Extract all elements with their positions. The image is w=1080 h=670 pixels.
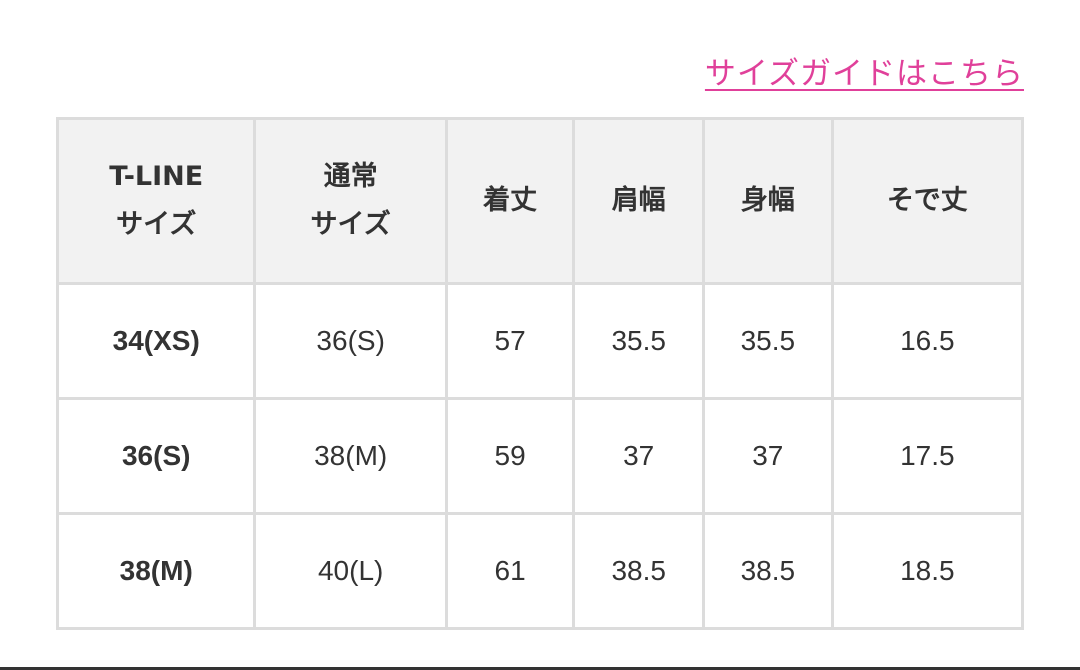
size-guide-link[interactable]: サイズガイドはこちら <box>704 56 1024 92</box>
header-tline-size: T-LINE サイズ <box>55 117 257 285</box>
size-table: T-LINE サイズ 通常サイズ 着丈 肩幅 身幅 そで丈 34(XS) 36(S)… <box>55 117 1025 630</box>
table-row: 38(M) 40(L) 61 38.5 38.5 18.5 <box>55 512 1025 630</box>
table-cell: 17.5 <box>830 397 1025 515</box>
table-cell: 38.5 <box>702 512 834 630</box>
header-text: サイズ <box>116 209 197 240</box>
table-cell: 16.5 <box>830 282 1025 400</box>
table-cell: 36(S) <box>55 397 257 515</box>
table-cell: 18.5 <box>830 512 1025 630</box>
table-cell: 37 <box>572 397 705 515</box>
header-sleeve: そで丈 <box>830 117 1025 285</box>
table-cell: 36(S) <box>253 282 448 400</box>
header-text: 通常 <box>323 161 378 192</box>
table-cell: 40(L) <box>253 512 448 630</box>
table-cell: 37 <box>702 397 834 515</box>
header-text: T-LINE <box>109 161 204 192</box>
bottom-divider <box>0 667 1080 670</box>
table-cell: 38(M) <box>253 397 448 515</box>
header-width: 身幅 <box>702 117 834 285</box>
header-normal-size: 通常 サイズ <box>253 117 448 285</box>
header-row: T-LINE サイズ 通常サイズ 着丈 肩幅 身幅 そで丈 <box>55 117 1025 285</box>
table-cell: 38.5 <box>572 512 705 630</box>
header-shoulder: 肩幅 <box>572 117 705 285</box>
table-row: 34(XS) 36(S) 57 35.5 35.5 16.5 <box>55 282 1025 400</box>
table-cell: 61 <box>444 512 576 630</box>
table-row: 36(S) 38(M) 59 37 37 17.5 <box>55 397 1025 515</box>
header-length: 着丈 <box>444 117 576 285</box>
table-cell: 59 <box>444 397 576 515</box>
header-text: サイズ <box>310 209 391 240</box>
table-cell: 34(XS) <box>55 282 257 400</box>
table-cell: 57 <box>444 282 576 400</box>
table-cell: 35.5 <box>702 282 834 400</box>
table-cell: 38(M) <box>55 512 257 630</box>
table-cell: 35.5 <box>572 282 705 400</box>
